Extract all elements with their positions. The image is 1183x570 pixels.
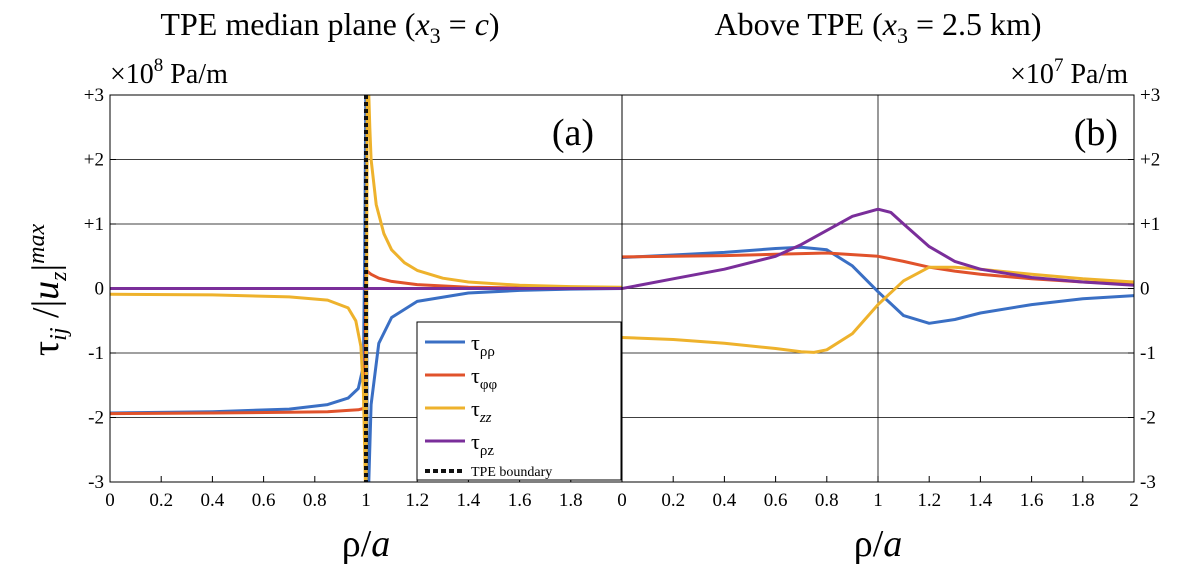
panel-b: -3 -2 -1 0 +1 +2 +3 0 0.2 0.4 0.6 0.8 1 1.2 1.4 1.6 1.8 2 (617, 85, 1160, 511)
x-tick-label: 1.2 (405, 490, 429, 511)
y-tick-label: -2 (88, 408, 104, 429)
series-line-tau-rr (110, 95, 622, 482)
x-tick-label: 0.4 (201, 490, 225, 511)
y-tick-label: +2 (84, 150, 104, 171)
panel-a-x-axis-label: ρ/a (342, 523, 391, 565)
legend-entry-label: τzz (471, 396, 492, 426)
x-tick-label: 1.6 (1020, 490, 1044, 511)
x-tick-label: 0.4 (713, 490, 737, 511)
x-tick-label: 0 (617, 490, 627, 511)
x-tick-label: 1.4 (969, 490, 993, 511)
x-tick-label: 1 (873, 490, 883, 511)
y-tick-label: +1 (84, 214, 104, 235)
legend-entry-label: τρz (471, 429, 494, 459)
y-tick-label: -3 (88, 472, 104, 493)
panel-b-x-axis-label: ρ/a (854, 523, 903, 565)
legend: τρρ τφφ τzz τρz TPE boundary (416, 321, 622, 481)
x-tick-label: 0.2 (661, 490, 685, 511)
legend-box (416, 321, 622, 481)
panel-a-title: TPE median plane (x3 = c) (160, 6, 499, 48)
y-tick-label: +3 (84, 85, 104, 106)
x-tick-label: 1.8 (559, 490, 583, 511)
x-tick-label: 1.2 (917, 490, 941, 511)
x-tick-label: 0 (105, 490, 115, 511)
y-tick-label: 0 (1140, 279, 1150, 300)
x-tick-label: 0.6 (252, 490, 276, 511)
series-line-tau-rz (622, 207, 1134, 290)
y-tick-label: -3 (1140, 472, 1156, 493)
x-tick-label: 1 (361, 490, 371, 511)
panel-b-title: Above TPE (x3 = 2.5 km) (714, 6, 1041, 48)
x-tick-label: 0.2 (149, 490, 173, 511)
x-tick-label: 1.8 (1071, 490, 1095, 511)
series-line-tau-zz (622, 265, 1134, 354)
x-tick-label: 1.4 (457, 490, 481, 511)
y-tick-label: 0 (95, 279, 105, 300)
panel-b-unit: ×107 Pa/m (1010, 55, 1128, 90)
x-tick-label: 2 (1129, 490, 1139, 511)
x-tick-label: 0.6 (764, 490, 788, 511)
legend-entry-label: τρρ (471, 330, 495, 360)
x-tick-label: 0.8 (815, 490, 839, 511)
y-tick-label: -1 (1140, 343, 1156, 364)
legend-entry-label: τφφ (471, 363, 498, 393)
panel-a-label: (a) (552, 112, 594, 154)
series-line-tau-zz (110, 95, 622, 482)
y-tick-label: -1 (88, 343, 104, 364)
panel-a: -3 -2 -1 0 +1 +2 +3 0 0.2 0.4 0.6 0.8 1 1.2 1.4 1.6 1.8 (84, 85, 623, 511)
y-tick-label: -2 (1140, 408, 1156, 429)
plot-frame (621, 94, 1135, 483)
x-tick-label: 0.8 (303, 490, 327, 511)
legend-boundary-label: TPE boundary (471, 465, 552, 480)
y-axis-label: τij /|uz|max (24, 224, 72, 357)
y-tick-label: +2 (1140, 150, 1160, 171)
series-line-tau-rr (622, 245, 1134, 325)
panel-a-unit: ×108 Pa/m (110, 55, 228, 90)
y-tick-label: +3 (1140, 85, 1160, 106)
x-tick-label: 1.6 (508, 490, 532, 511)
y-tick-label: +1 (1140, 214, 1160, 235)
panel-b-label: (b) (1074, 112, 1118, 154)
